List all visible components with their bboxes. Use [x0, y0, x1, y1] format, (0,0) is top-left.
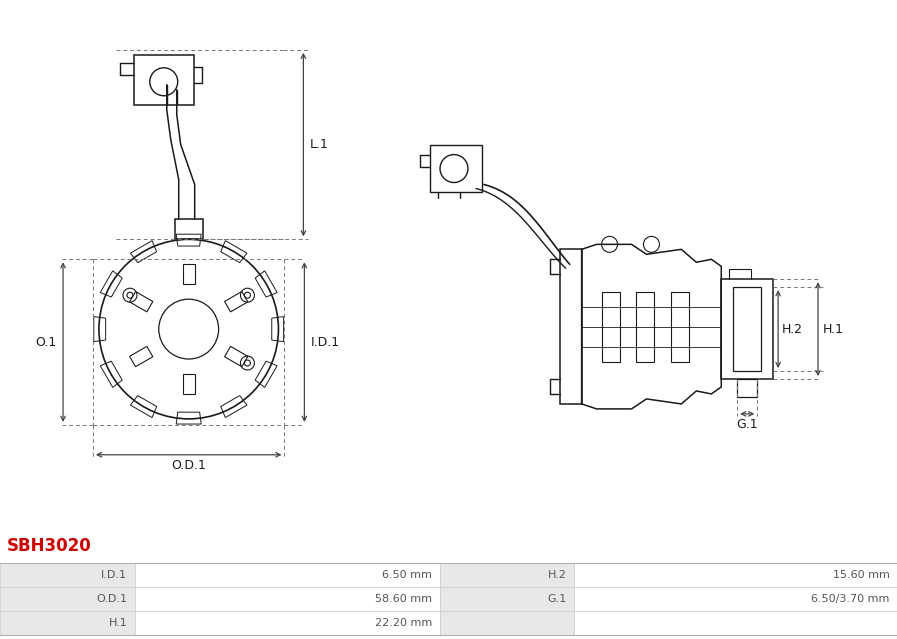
Bar — [134, 55, 194, 105]
Bar — [224, 291, 248, 312]
Text: I.D.1: I.D.1 — [310, 335, 339, 349]
Bar — [574, 563, 897, 587]
Text: 15.60 mm: 15.60 mm — [833, 570, 890, 580]
Text: G.1: G.1 — [736, 418, 758, 431]
Text: H.1: H.1 — [823, 323, 844, 335]
Bar — [135, 563, 440, 587]
Bar — [721, 279, 773, 379]
Bar — [135, 587, 440, 611]
Bar — [440, 611, 574, 635]
Bar — [129, 346, 152, 367]
Bar — [175, 219, 203, 240]
Bar — [560, 249, 581, 404]
Text: H.2: H.2 — [782, 323, 803, 335]
Bar — [602, 292, 620, 362]
Bar — [637, 292, 655, 362]
Bar — [0, 563, 135, 587]
Text: 58.60 mm: 58.60 mm — [375, 594, 432, 604]
Bar — [440, 587, 574, 611]
Text: 22.20 mm: 22.20 mm — [375, 618, 432, 628]
Text: G.1: G.1 — [548, 594, 567, 604]
Bar — [733, 287, 762, 371]
Text: H.1: H.1 — [109, 618, 127, 628]
Bar — [671, 292, 690, 362]
Bar — [440, 563, 574, 587]
Bar — [129, 291, 152, 312]
Bar — [737, 379, 757, 397]
Bar — [574, 611, 897, 635]
Bar — [224, 346, 248, 367]
Bar — [0, 587, 135, 611]
Text: L.1: L.1 — [309, 138, 328, 151]
Bar — [183, 374, 195, 394]
Bar — [574, 587, 897, 611]
Bar — [183, 265, 195, 284]
Bar — [0, 611, 135, 635]
Text: I.D.1: I.D.1 — [101, 570, 127, 580]
Bar — [430, 144, 482, 192]
Text: SBH3020: SBH3020 — [7, 537, 91, 555]
Text: O.D.1: O.D.1 — [96, 594, 127, 604]
Text: O.D.1: O.D.1 — [171, 459, 206, 472]
Text: 6.50 mm: 6.50 mm — [382, 570, 432, 580]
Bar — [135, 611, 440, 635]
Text: H.2: H.2 — [548, 570, 567, 580]
Text: O.1: O.1 — [35, 335, 57, 349]
Text: 6.50/3.70 mm: 6.50/3.70 mm — [812, 594, 890, 604]
